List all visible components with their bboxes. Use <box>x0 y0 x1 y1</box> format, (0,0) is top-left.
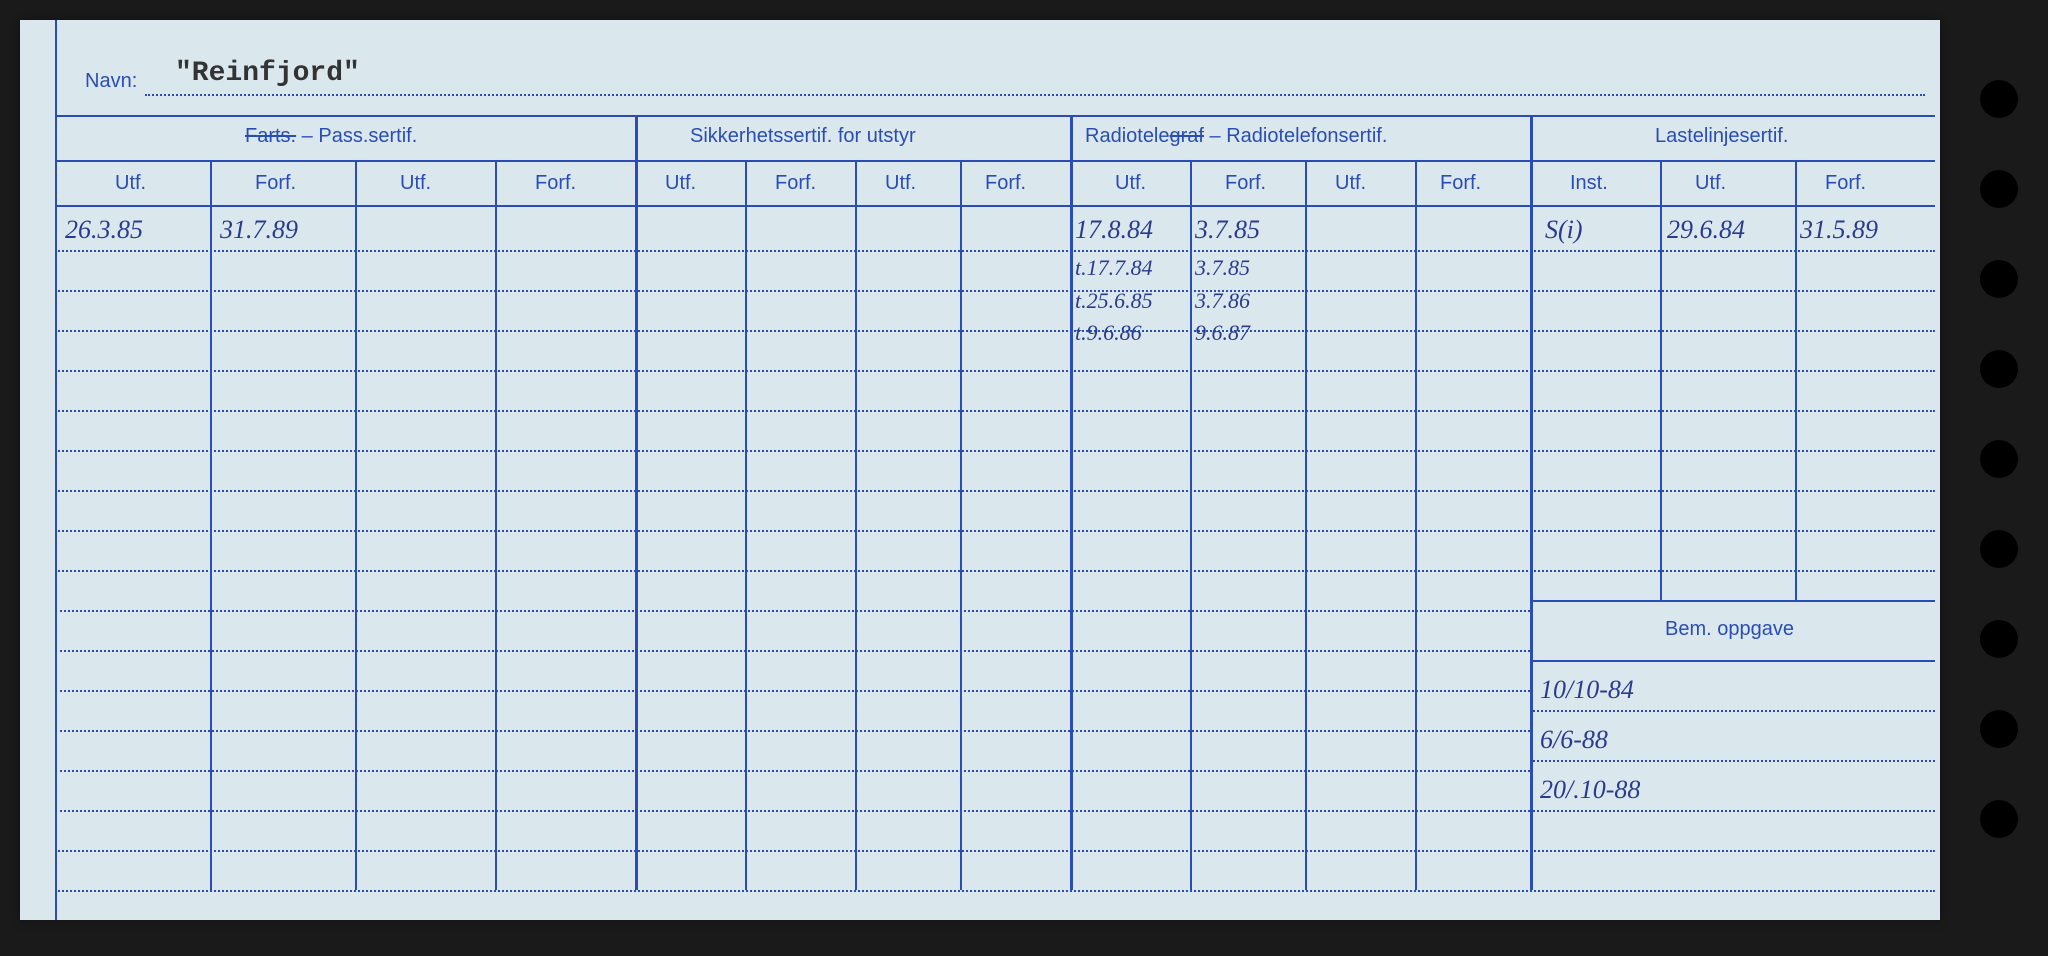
vline-1 <box>210 160 212 890</box>
col-radio-forf2: Forf. <box>1440 172 1481 195</box>
row-4 <box>55 370 1935 372</box>
punch-hole <box>1980 620 2018 658</box>
row-1 <box>55 250 1935 252</box>
vline-11 <box>1415 160 1417 890</box>
vline-4 <box>635 115 638 890</box>
hline-top <box>55 115 1935 117</box>
farts-utf1-val: 26.3.85 <box>65 215 143 245</box>
bem-r3: 20/.10-88 <box>1540 775 1640 805</box>
section-laste: Lastelinjesertif. <box>1655 125 1788 148</box>
index-card: Navn: "Reinfjord" Farts. – Pass.sertif. … <box>20 20 1940 920</box>
col-farts-utf2: Utf. <box>400 172 431 195</box>
radio-utf-r3: t.25.6.85 <box>1075 288 1153 314</box>
row-14b <box>1530 810 1935 812</box>
row-12b <box>1530 710 1935 712</box>
bem-r2: 6/6-88 <box>1540 725 1608 755</box>
row-13 <box>55 730 1530 732</box>
punch-hole <box>1980 260 2018 298</box>
row-15 <box>55 810 1530 812</box>
vline-7 <box>960 160 962 890</box>
punch-hole <box>1980 800 2018 838</box>
section-radio: Radiotelegraf – Radiotelefonsertif. <box>1085 125 1387 148</box>
radio-forf-r3: 3.7.86 <box>1195 288 1250 314</box>
vline-8 <box>1070 115 1073 890</box>
navn-label: Navn: <box>85 70 137 93</box>
bem-line-bot <box>1530 660 1935 662</box>
col-sik-utf2: Utf. <box>885 172 916 195</box>
laste-utf-val: 29.6.84 <box>1667 215 1745 245</box>
vline-6 <box>855 160 857 890</box>
radio-forf-r2: 3.7.85 <box>1195 255 1250 281</box>
bem-r1: 10/10-84 <box>1540 675 1634 705</box>
row-12 <box>55 690 1530 692</box>
section-sikkerhet: Sikkerhetssertif. for utstyr <box>690 125 916 148</box>
laste-forf-val: 31.5.89 <box>1800 215 1878 245</box>
section-farts: Farts. – Pass.sertif. <box>245 125 417 148</box>
radio-utf-r4: t.9.6.86 <box>1075 320 1142 346</box>
col-radio-forf1: Forf. <box>1225 172 1266 195</box>
vline-2 <box>355 160 357 890</box>
punch-hole <box>1980 350 2018 388</box>
col-laste-forf: Forf. <box>1825 172 1866 195</box>
col-radio-utf1: Utf. <box>1115 172 1146 195</box>
row-16 <box>55 850 1935 852</box>
col-farts-utf1: Utf. <box>115 172 146 195</box>
vline-3 <box>495 160 497 890</box>
vline-12 <box>1530 115 1533 890</box>
row-14 <box>55 770 1530 772</box>
row-2 <box>55 290 1935 292</box>
col-sik-utf1: Utf. <box>665 172 696 195</box>
vline-5 <box>745 160 747 890</box>
row-5 <box>55 410 1935 412</box>
navn-underline <box>145 94 1925 96</box>
punch-hole <box>1980 440 2018 478</box>
row-17 <box>55 890 1935 892</box>
row-13b <box>1530 760 1935 762</box>
radio-forf-r4: 9.6.87 <box>1195 320 1250 346</box>
col-laste-inst: Inst. <box>1570 172 1608 195</box>
col-radio-utf2: Utf. <box>1335 172 1366 195</box>
bem-oppgave: Bem. oppgave <box>1665 618 1794 641</box>
vline-13 <box>1660 160 1662 600</box>
hline-bot <box>55 205 1935 207</box>
punch-hole <box>1980 170 2018 208</box>
col-sik-forf2: Forf. <box>985 172 1026 195</box>
punch-hole <box>1980 710 2018 748</box>
navn-value: "Reinfjord" <box>175 58 360 89</box>
laste-inst-val: S(i) <box>1545 215 1583 245</box>
punch-hole <box>1980 80 2018 118</box>
vline-9 <box>1190 160 1192 890</box>
row-7 <box>55 490 1935 492</box>
farts-forf1-val: 31.7.89 <box>220 215 298 245</box>
bem-line-top <box>1530 600 1935 602</box>
vline-left <box>55 20 57 920</box>
radio-utf-r2: t.17.7.84 <box>1075 255 1153 281</box>
row-3 <box>55 330 1935 332</box>
col-laste-utf: Utf. <box>1695 172 1726 195</box>
hline-mid <box>55 160 1935 162</box>
col-farts-forf1: Forf. <box>255 172 296 195</box>
vline-14 <box>1795 160 1797 600</box>
col-farts-forf2: Forf. <box>535 172 576 195</box>
radio-forf-r1: 3.7.85 <box>1195 215 1260 245</box>
row-9 <box>55 570 1935 572</box>
row-6 <box>55 450 1935 452</box>
vline-10 <box>1305 160 1307 890</box>
row-8 <box>55 530 1935 532</box>
punch-hole <box>1980 530 2018 568</box>
radio-utf-r1: 17.8.84 <box>1075 215 1153 245</box>
row-10 <box>55 610 1530 612</box>
col-sik-forf1: Forf. <box>775 172 816 195</box>
row-11 <box>55 650 1530 652</box>
